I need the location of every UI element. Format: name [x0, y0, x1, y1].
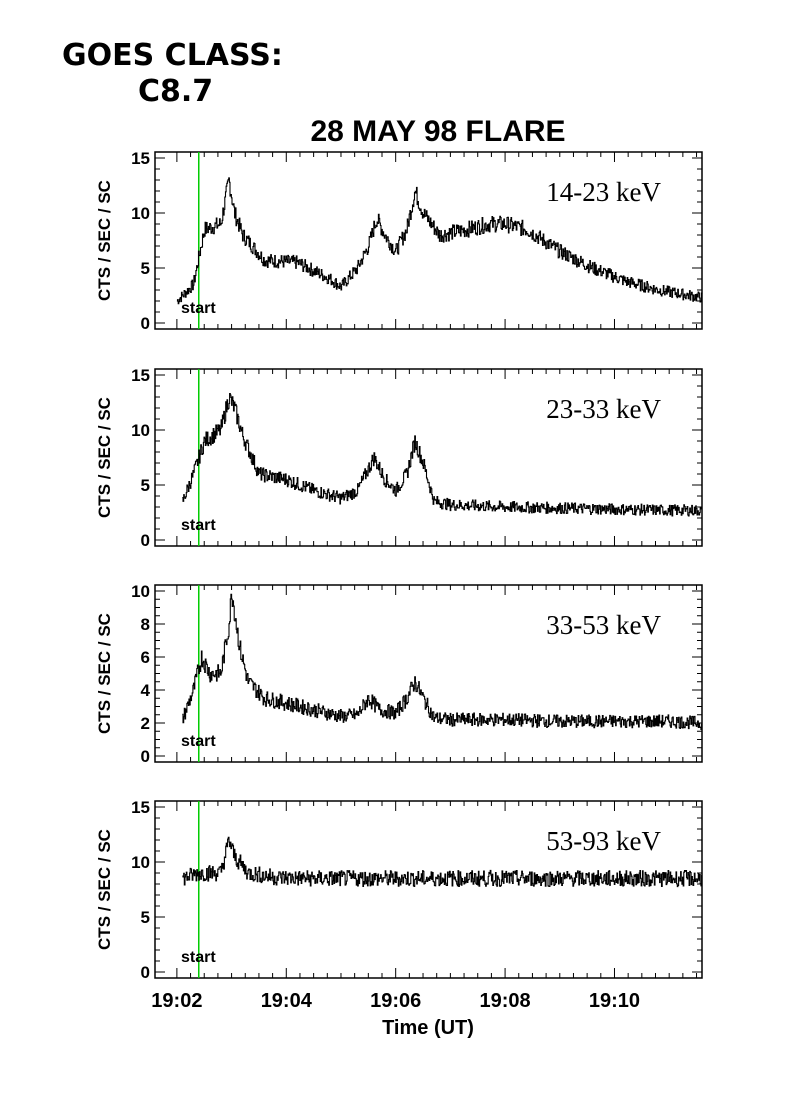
y-tick-label: 5 — [141, 259, 150, 278]
panel-4: 0 5 10 15 CTS / SEC / SC 53-93 keV start — [95, 798, 703, 982]
y-axis-title: CTS / SEC / SC — [95, 829, 114, 950]
y-axis-title: CTS / SEC / SC — [95, 180, 114, 301]
x-tick-label: 19:06 — [370, 990, 421, 1012]
y-axis-title: CTS / SEC / SC — [95, 613, 114, 734]
y-tick-label: 10 — [131, 421, 150, 440]
x-tick-label: 19:10 — [589, 990, 640, 1012]
panel-frame — [154, 151, 703, 330]
y-tick-label: 5 — [141, 476, 150, 495]
y-tick-label: 4 — [141, 681, 151, 700]
goes-class-label: GOES CLASS: — [62, 38, 283, 73]
y-tick-label: 6 — [141, 648, 150, 667]
y-axis-title: CTS / SEC / SC — [95, 397, 114, 518]
panel-2: 0 5 10 15 CTS / SEC / SC 23-33 keV start — [95, 366, 703, 550]
panel-frame — [154, 368, 703, 547]
panel-frame — [154, 800, 703, 979]
y-tick-label: 0 — [141, 963, 150, 982]
start-marker-label: start — [181, 949, 216, 966]
panel-3: 0 2 4 6 8 10 CTS / SEC / SC 33-53 keV start — [95, 582, 703, 766]
y-tick-label: 15 — [131, 149, 150, 168]
start-marker-label: start — [181, 300, 216, 317]
band-label: 33-53 keV — [546, 610, 661, 640]
chart-title: 28 MAY 98 FLARE — [310, 115, 565, 148]
x-axis-group: 19:02 19:04 19:06 19:08 19:10 — [151, 990, 640, 1012]
x-tick-label: 19:02 — [151, 990, 202, 1012]
band-label: 23-33 keV — [546, 394, 661, 424]
panels-group: 0 5 10 15 CTS / SEC / SC 14-23 keV start 0 5 10 15… — [95, 149, 703, 982]
y-tick-label: 2 — [141, 714, 150, 733]
series-line — [182, 392, 703, 517]
x-axis-title: Time (UT) — [382, 1017, 474, 1039]
y-tick-label: 0 — [141, 531, 150, 550]
y-tick-label: 15 — [131, 798, 150, 817]
y-tick-label: 0 — [141, 747, 150, 766]
series-line — [182, 593, 703, 730]
y-tick-label: 10 — [131, 582, 150, 601]
series-line — [176, 177, 703, 305]
y-tick-label: 10 — [131, 853, 150, 872]
start-marker-label: start — [181, 517, 216, 534]
y-tick-label: 8 — [141, 615, 150, 634]
start-marker-label: start — [181, 733, 216, 750]
y-tick-label: 10 — [131, 204, 150, 223]
y-tick-label: 0 — [141, 314, 150, 333]
band-label: 14-23 keV — [546, 177, 661, 207]
goes-class-value: C8.7 — [138, 74, 214, 109]
y-tick-label: 5 — [141, 908, 150, 927]
band-label: 53-93 keV — [546, 826, 661, 856]
y-tick-label: 15 — [131, 366, 150, 385]
series-line — [182, 836, 703, 888]
panel-1: 0 5 10 15 CTS / SEC / SC 14-23 keV start — [95, 149, 703, 333]
x-tick-label: 19:04 — [261, 990, 313, 1012]
x-tick-label: 19:08 — [480, 990, 531, 1012]
